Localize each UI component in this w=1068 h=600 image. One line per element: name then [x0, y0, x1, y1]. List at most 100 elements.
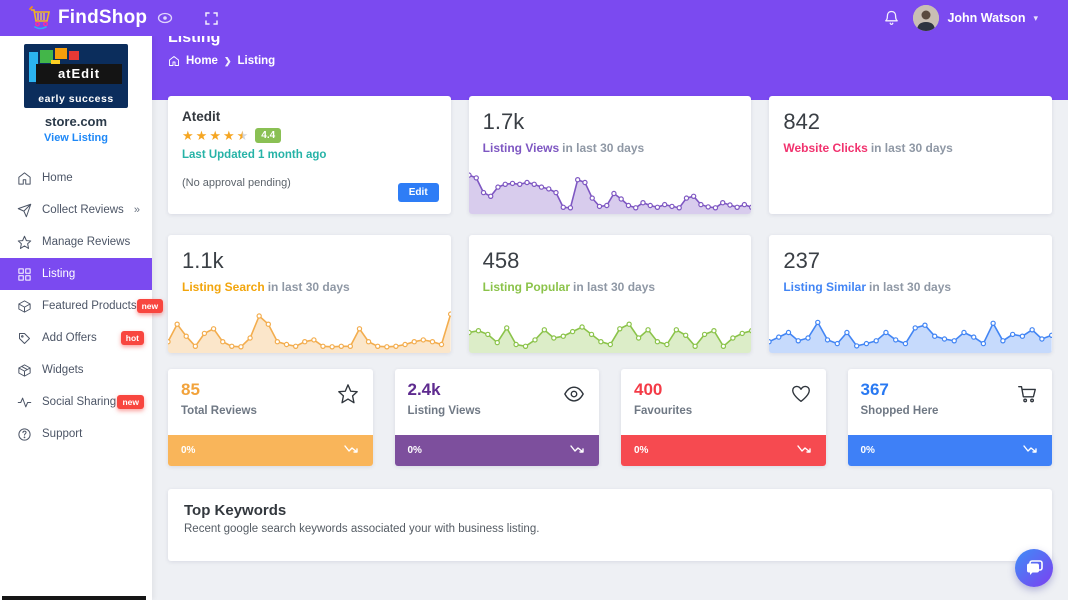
favourites-card: 400 Favourites 0% — [621, 369, 826, 466]
rating-stars: ★ ★ ★ ★ ★ 4.4 — [182, 128, 437, 143]
home-icon — [169, 56, 179, 66]
listing-similar-sparkline — [769, 297, 1052, 353]
sidebar-menu: Home Collect Reviews » Manage Reviews Li… — [0, 162, 164, 450]
eye-toggle-icon[interactable] — [157, 12, 173, 24]
submenu-chevron: » — [133, 204, 140, 216]
stat-suffix: in last 30 days — [869, 280, 952, 294]
percent-value: 0% — [860, 445, 875, 456]
mini-value: 2.4k — [407, 380, 441, 399]
store-logo: atEdit early success — [24, 44, 128, 108]
listing-views-sparkline — [468, 158, 752, 214]
store-name: store.com — [44, 114, 108, 129]
breadcrumb-current: Listing — [237, 55, 276, 67]
chat-bubbles-icon — [1027, 560, 1043, 575]
mini-label: Favourites — [634, 405, 693, 417]
listing-search-sparkline — [168, 297, 451, 353]
logo-text: atEdit — [36, 64, 122, 84]
star-icon: ★ — [222, 128, 235, 143]
shopped-here-card: 367 Shopped Here 0% — [847, 369, 1052, 466]
new-badge: new — [117, 395, 144, 409]
cart-icon — [1016, 383, 1038, 410]
stat-label: Listing Views — [482, 141, 560, 155]
progress-bar: 0% — [168, 435, 373, 466]
star-icon: ★ — [209, 128, 221, 143]
breadcrumb-separator: ❯ — [223, 55, 232, 66]
website-clicks-card: 842 Website Clicks in last 30 days — [769, 96, 1052, 214]
mini-value: 85 — [181, 380, 200, 399]
page-header-band: Listing Home ❯ Listing — [152, 36, 1068, 100]
stat-suffix: in last 30 days — [573, 280, 656, 294]
sidebar-item-social-sharing[interactable]: Social Sharing new — [0, 386, 152, 418]
keywords-title: Top Keywords — [184, 502, 287, 519]
sidebar-item-manage-reviews[interactable]: Manage Reviews — [0, 226, 152, 258]
new-badge: new — [136, 299, 164, 313]
stats-row-3: 85 Total Reviews 0% 2.4k Listing Views — [168, 369, 1052, 466]
star-icon: ★ — [195, 128, 208, 143]
sidebar-item-collect-reviews[interactable]: Collect Reviews » — [0, 194, 152, 226]
last-updated-text: Last Updated 1 month ago — [182, 149, 327, 161]
mini-label: Listing Views — [407, 405, 481, 417]
mini-value: 400 — [634, 380, 663, 399]
send-icon — [17, 203, 32, 217]
percent-value: 0% — [634, 445, 649, 456]
star-icon — [337, 383, 359, 410]
main-content: Listing Home ❯ Listing Atedit ★ ★ ★ ★ ★ 4.4 … — [152, 36, 1068, 600]
logo-subtext: early success — [38, 93, 114, 105]
trending-down-icon — [343, 444, 360, 457]
view-listing-link[interactable]: View Listing — [44, 132, 108, 144]
stat-suffix: in last 30 days — [870, 141, 953, 155]
total-reviews-card: 85 Total Reviews 0% — [168, 369, 373, 466]
sidebar-item-home[interactable]: Home — [0, 162, 152, 194]
fullscreen-icon[interactable] — [205, 11, 218, 25]
stats-row-2: 1.1k Listing Search in last 30 days 458 L… — [168, 235, 1052, 353]
progress-bar: 0% — [394, 435, 599, 466]
mini-label: Shopped Here — [860, 405, 939, 417]
rating-badge: 4.4 — [255, 128, 282, 143]
stat-value: 1.1k — [182, 248, 224, 273]
progress-bar: 0% — [621, 435, 826, 466]
trending-down-icon — [570, 444, 586, 457]
star-icon — [17, 235, 32, 249]
listing-views-card: 1.7k Listing Views in last 30 days — [468, 96, 752, 214]
hot-badge: hot — [120, 331, 144, 345]
window-edge — [2, 596, 146, 600]
user-menu[interactable]: John Watson ▾ — [913, 5, 1038, 31]
listing-search-card: 1.1k Listing Search in last 30 days — [168, 235, 451, 353]
stat-label: Listing Search — [182, 280, 265, 294]
keywords-subtitle: Recent google search keywords associated… — [184, 523, 540, 535]
chat-widget-button[interactable] — [1015, 549, 1053, 587]
mini-label: Total Reviews — [181, 405, 257, 417]
user-name: John Watson — [947, 11, 1026, 25]
box-icon — [18, 363, 31, 377]
breadcrumb-home[interactable]: Home — [186, 55, 218, 67]
notifications-bell-icon[interactable] — [884, 10, 899, 26]
stat-suffix: in last 30 days — [562, 141, 645, 155]
user-avatar — [913, 5, 940, 31]
grid-icon — [18, 267, 31, 281]
listing-popular-sparkline — [468, 297, 752, 353]
help-circle-icon — [18, 427, 31, 441]
progress-bar: 0% — [847, 435, 1052, 466]
chevron-down-icon: ▾ — [1033, 12, 1038, 23]
listing-title: Atedit — [182, 109, 221, 124]
sidebar-item-widgets[interactable]: Widgets — [0, 354, 152, 386]
stat-value: 842 — [783, 109, 821, 134]
sidebar-item-listing[interactable]: Listing — [0, 258, 152, 290]
listing-similar-card: 237 Listing Similar in last 30 days — [769, 235, 1052, 353]
activity-icon — [17, 397, 32, 407]
top-navbar: FindShop Jo — [0, 0, 1068, 36]
stat-value: 458 — [482, 248, 520, 273]
star-icon: ★ — [182, 128, 194, 143]
stat-label: Website Clicks — [783, 141, 868, 155]
sidebar-item-add-offers[interactable]: Add Offers hot — [0, 322, 152, 354]
package-icon — [18, 299, 31, 313]
trending-down-icon — [796, 444, 813, 457]
sidebar-item-support[interactable]: Support — [0, 418, 152, 450]
sidebar-item-featured-products[interactable]: Featured Products new — [0, 290, 164, 322]
listing-popular-card: 458 Listing Popular in last 30 days — [468, 235, 752, 353]
listing-views-mini-card: 2.4k Listing Views 0% — [394, 369, 599, 466]
brand[interactable]: FindShop — [26, 6, 173, 30]
top-keywords-card: Top Keywords Recent google search keywor… — [168, 489, 1052, 561]
edit-button[interactable]: Edit — [397, 183, 439, 202]
trending-down-icon — [1023, 444, 1039, 457]
